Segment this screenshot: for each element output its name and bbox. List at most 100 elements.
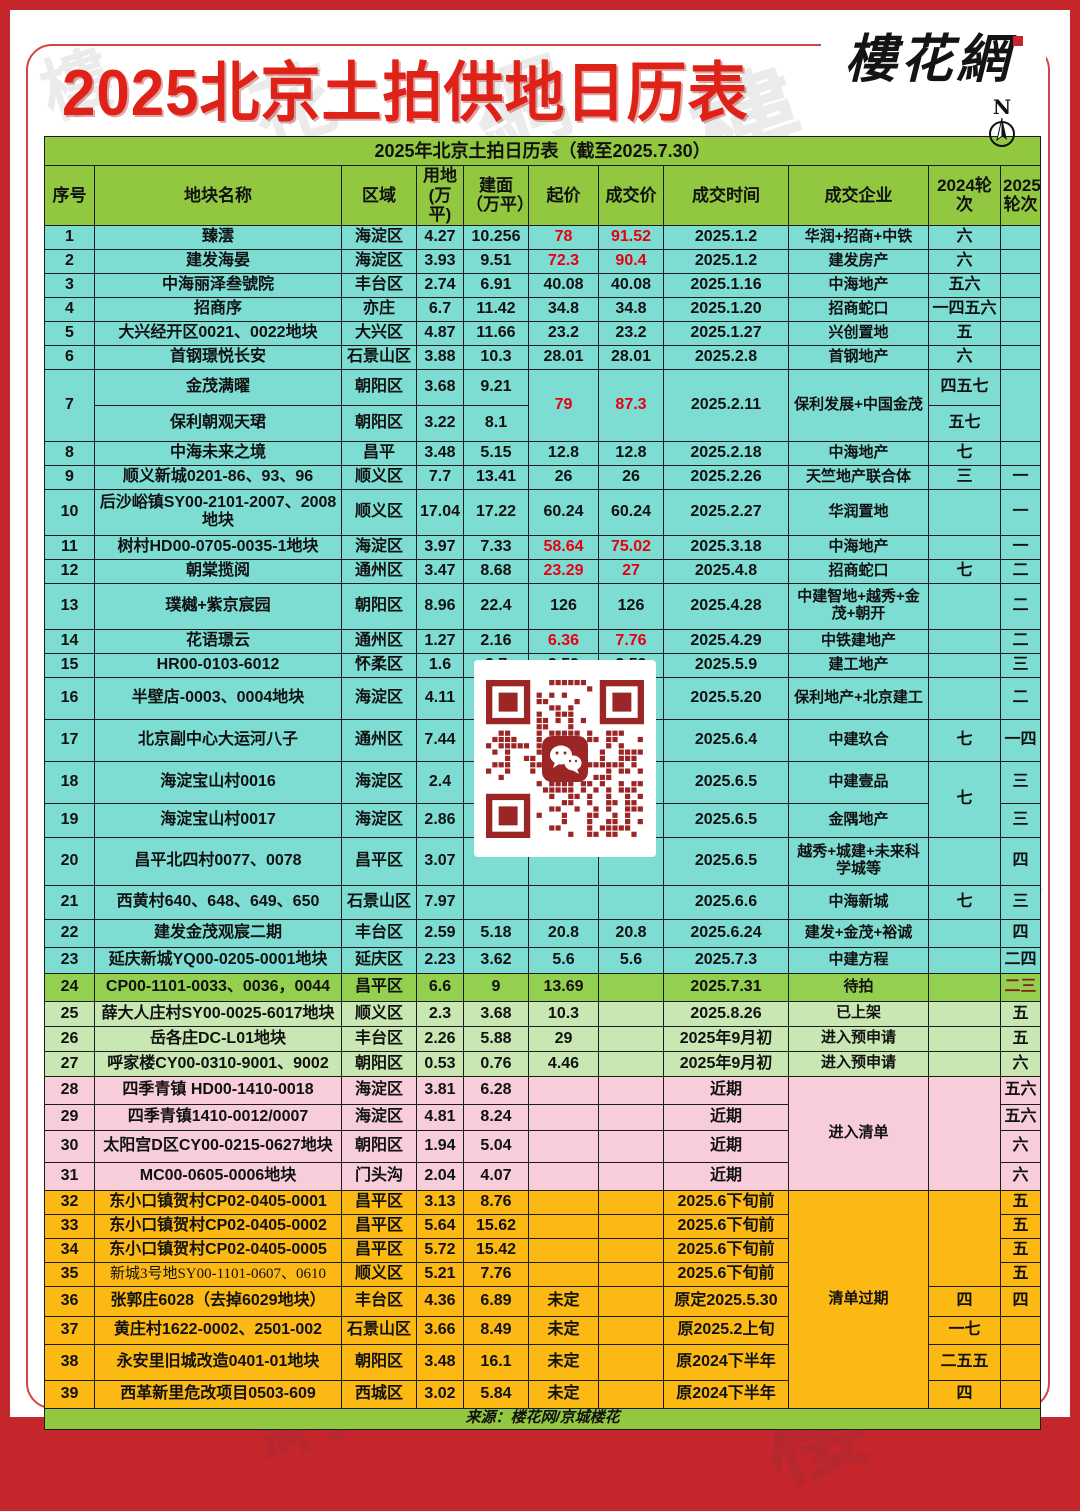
table-cell: 原定2025.5.30 <box>663 1285 789 1317</box>
table-cell: 花语璟云 <box>94 628 342 654</box>
table-cell: 一四五六 <box>928 296 1001 322</box>
table-cell <box>528 1075 599 1105</box>
table-row: 27 呼家楼CY00-0310-9001、9002 朝阳区 0.53 0.76 4.46 2… <box>44 1050 1042 1077</box>
table-cell: 昌平区 <box>341 972 417 1002</box>
table-cell: 31 <box>44 1161 95 1191</box>
table-cell: 昌平区 <box>341 836 417 886</box>
table-cell: 2025.1.2 <box>663 224 789 250</box>
table-cell: 2025年9月初 <box>663 1025 789 1052</box>
table-row: 20 昌平北四村0077、0078 昌平区 3.07 2025.6.5 越秀+城建+未来科… <box>44 836 1042 886</box>
column-header: 成交时间 <box>663 165 789 226</box>
table-cell: 朝阳区 <box>341 582 417 630</box>
table-cell: 东小口镇贺村CP02-0405-0001 <box>94 1189 342 1215</box>
table-cell: 2.23 <box>416 946 464 974</box>
table-cell: 2.4 <box>416 760 464 804</box>
table-row: 19 海淀宝山村0017 海淀区 2.86 2025.6.5 金隅地产 三 <box>44 802 1042 838</box>
table-cell: 华润+招商+中铁 <box>788 224 929 250</box>
table-cell <box>463 884 529 920</box>
table-cell: 29 <box>44 1103 95 1131</box>
table-cell: 23.29 <box>528 558 599 584</box>
table-cell: 北京副中心大运河八子 <box>94 718 342 762</box>
table-cell: 2025.6.5 <box>663 802 789 838</box>
compass-needle-icon <box>989 117 1015 147</box>
table-cell: 8.49 <box>463 1315 529 1345</box>
table-cell: 3.81 <box>416 1075 464 1105</box>
table-cell: 58.64 <box>528 534 599 560</box>
table-cell: 朝阳区 <box>341 368 417 406</box>
column-header: 用地 (万平) <box>416 165 464 226</box>
column-header: 建面（万平） <box>463 165 529 226</box>
table-cell <box>999 248 1042 274</box>
table-cell: 五 <box>999 1237 1042 1263</box>
land-auction-table: 2025年北京土拍日历表（截至2025.7.30） 序号 地块名称 区域 用地 (万平… <box>43 136 1042 1430</box>
table-row: 18 海淀宝山村0016 海淀区 2.4 2025.6.5 中建壹品七三 <box>44 760 1042 838</box>
compass-icon: N <box>982 95 1022 155</box>
table-row: 26 岳各庄DC-L01地块 丰台区 2.26 5.88 29 2025年9月初 进入预申请 五 <box>44 1025 1042 1052</box>
table-row: 23 延庆新城YQ00-0205-0001地块 延庆区 2.23 3.62 5.6 5.6 2… <box>44 946 1042 974</box>
table-cell: 丰台区 <box>341 272 417 298</box>
table-cell: 四 <box>928 1285 1001 1317</box>
table-cell: 2025.7.3 <box>663 946 789 974</box>
table-cell <box>999 440 1042 466</box>
column-header: 起价 <box>528 165 599 226</box>
table-cell: 3.97 <box>416 534 464 560</box>
table-cell: 8.96 <box>416 582 464 630</box>
table-cell <box>928 1189 1001 1287</box>
table-cell: 建发海晏 <box>94 248 342 274</box>
table-cell: 1 <box>44 224 95 250</box>
table-cell: 20.8 <box>598 918 664 948</box>
table-cell: 海淀区 <box>341 534 417 560</box>
table-cell: 七 <box>928 760 1001 838</box>
table-cell: 朝阳区 <box>341 1343 417 1381</box>
table-cell: 14 <box>44 628 95 654</box>
table-cell: 34.8 <box>598 296 664 322</box>
table-cell <box>598 1189 664 1215</box>
table-cell: 18 <box>44 760 95 804</box>
table-source-row: 来源：楼花网/京城楼花 <box>43 1407 1042 1430</box>
table-cell: 37 <box>44 1315 95 1345</box>
table-cell: 0.53 <box>416 1050 464 1077</box>
table-cell: 15 <box>44 652 95 678</box>
table-cell: 3.02 <box>416 1379 464 1409</box>
table-cell: 2025.6.4 <box>663 718 789 762</box>
table-cell: 6.89 <box>463 1285 529 1317</box>
table-cell: 2025.3.18 <box>663 534 789 560</box>
table-cell: 海淀宝山村0016 <box>94 760 342 804</box>
table-cell: 2025.6下旬前 <box>663 1261 789 1287</box>
table-cell: 6.28 <box>463 1075 529 1105</box>
table-cell: 23.2 <box>528 320 599 346</box>
table-cell: 10 <box>44 488 95 536</box>
table-cell: 首钢璟悦长安 <box>94 344 342 370</box>
table-cell: 待拍 <box>788 972 929 1002</box>
table-cell: 2025.6.6 <box>663 884 789 920</box>
table-cell: 建发金茂观宸二期 <box>94 918 342 948</box>
table-cell: 丰台区 <box>341 1285 417 1317</box>
table-cell: 进入预申请 <box>788 1025 929 1052</box>
table-cell <box>598 1237 664 1263</box>
seal-icon <box>1012 36 1023 46</box>
table-cell: 6.36 <box>528 628 599 654</box>
table-cell <box>928 918 1001 948</box>
table-cell: 丰台区 <box>341 918 417 948</box>
table-cell: 顺义区 <box>341 464 417 490</box>
table-cell: 3.62 <box>463 946 529 974</box>
table-cell <box>598 1161 664 1191</box>
table-cell: 七 <box>928 718 1001 762</box>
table-cell: 2025.4.28 <box>663 582 789 630</box>
table-cell: 海淀宝山村0017 <box>94 802 342 838</box>
table-cell: 17 <box>44 718 95 762</box>
table-cell: 2025.1.2 <box>663 248 789 274</box>
table-cell: 四季青镇 HD00-1410-0018 <box>94 1075 342 1105</box>
table-cell: 2025.7.31 <box>663 972 789 1002</box>
table-cell: 5.6 <box>598 946 664 974</box>
table-cell: 16.1 <box>463 1343 529 1381</box>
compass-north-label: N <box>992 95 1012 119</box>
table-header-row: 序号 地块名称 区域 用地 (万平) 建面（万平） 起价 成交价 成交时间 成交企业 2024轮次… <box>44 165 1042 226</box>
table-cell: 进入清单 <box>788 1075 929 1191</box>
table-cell: 6.6 <box>416 972 464 1002</box>
table-cell: 126 <box>598 582 664 630</box>
table-cell: 五 <box>999 1189 1042 1215</box>
table-row: 13 璞樾+紫京宸园 朝阳区 8.96 22.4 126 126 2025.4.28 中建智地+… <box>44 582 1042 630</box>
table-row: 4 招商序 亦庄 6.7 11.42 34.8 34.8 2025.1.20 招商蛇口 一四五六 <box>44 296 1042 322</box>
table-cell: 中建玖合 <box>788 718 929 762</box>
